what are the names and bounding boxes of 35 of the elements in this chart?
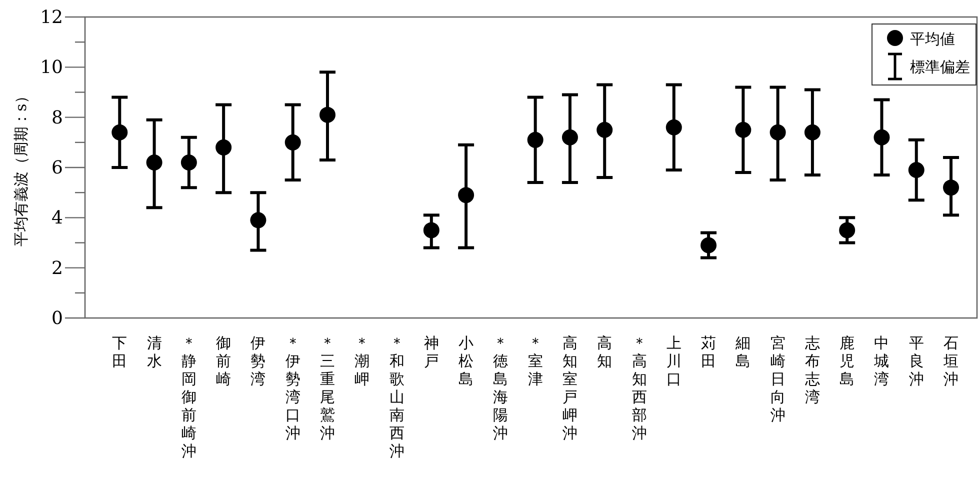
x-tick-label: ＊潮岬 [354, 334, 370, 388]
x-tick-label: ＊徳島海陽沖 [493, 334, 508, 442]
x-tick-label: 上川口 [666, 334, 682, 388]
x-tick-label: 高知 [597, 334, 612, 370]
x-tick-label: 中城湾 [873, 334, 890, 388]
y-tick-label: 4 [52, 208, 63, 229]
y-tick-label: 6 [52, 158, 63, 178]
y-axis-title: 平均有義波（周期：s） [12, 88, 30, 246]
x-tick-label: 下田 [112, 334, 128, 370]
x-tick-label: 神戸 [424, 334, 439, 370]
x-tick-label: ＊静岡御前崎沖 [181, 334, 196, 460]
x-tick-label: 宮崎日向沖 [770, 334, 786, 424]
x-tick-label: 御前崎 [216, 334, 232, 388]
y-tick-label: 0 [52, 308, 63, 329]
x-tick-label: 鹿児島 [840, 334, 855, 388]
x-tick-label: 志布志湾 [804, 334, 820, 406]
y-tick-label: 2 [52, 258, 63, 279]
x-tick-label: ＊伊勢湾口沖 [285, 334, 300, 442]
x-tick-label: 清水 [146, 334, 162, 370]
x-tick-label: ＊室津 [528, 334, 543, 388]
x-tick-label: 苅田 [701, 334, 716, 370]
y-tick-label: 10 [40, 57, 63, 78]
x-tick-label: ＊高知西部沖 [632, 334, 647, 442]
x-tick-label: 平良沖 [908, 334, 924, 388]
x-tick-label: ＊和歌山南西沖 [389, 334, 404, 460]
x-tick-label: ＊三重尾鷲沖 [320, 334, 335, 442]
annotation: 標準偏差 [910, 58, 970, 76]
y-tick-label: 8 [52, 107, 63, 128]
x-tick-label: 小松島 [458, 334, 474, 388]
legend-label: 平均値 [910, 30, 955, 48]
x-tick-label: 細島 [734, 334, 751, 370]
x-tick-label: 高知室戸岬沖 [562, 334, 578, 442]
y-tick-label: 12 [40, 7, 63, 28]
x-tick-label: 伊勢湾 [250, 334, 266, 388]
x-tick-label: 石垣沖 [942, 334, 959, 388]
